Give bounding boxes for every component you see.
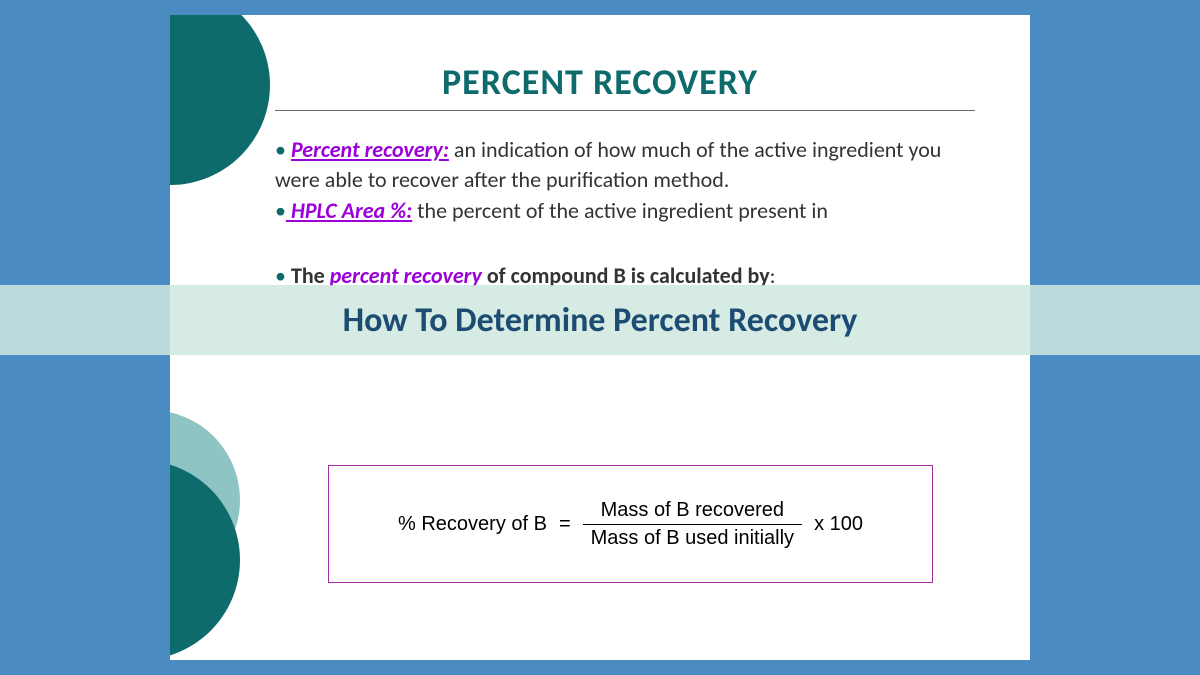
bullet-icon: •: [275, 136, 291, 163]
bullet-2-text: the percent of the active ingredient pre…: [412, 197, 828, 224]
title-underline: [275, 110, 975, 111]
formula-lhs: % Recovery of B: [398, 513, 547, 536]
formula-box: % Recovery of B = Mass of B recovered Ma…: [328, 465, 933, 583]
overlay-banner: How To Determine Percent Recovery: [0, 285, 1200, 355]
slide-title: PERCENT RECOVERY: [170, 60, 1030, 104]
bullet-item-1: • Percent recovery: an indication of how…: [275, 135, 975, 194]
term-hplc-area: HPLC Area %:: [286, 197, 412, 224]
slide-content: • Percent recovery: an indication of how…: [275, 135, 975, 293]
bullet-item-2: • HPLC Area %: the percent of the active…: [275, 196, 975, 226]
formula-multiply: x 100: [814, 513, 863, 536]
formula-denominator: Mass of B used initially: [583, 525, 802, 552]
formula-equals: =: [559, 513, 571, 536]
formula-content: % Recovery of B = Mass of B recovered Ma…: [398, 497, 863, 552]
bullet-icon: •: [275, 197, 286, 224]
overlay-title: How To Determine Percent Recovery: [343, 300, 858, 341]
term-percent-recovery: Percent recovery:: [291, 136, 449, 163]
formula-fraction: Mass of B recovered Mass of B used initi…: [583, 497, 802, 552]
formula-numerator: Mass of B recovered: [593, 497, 792, 524]
